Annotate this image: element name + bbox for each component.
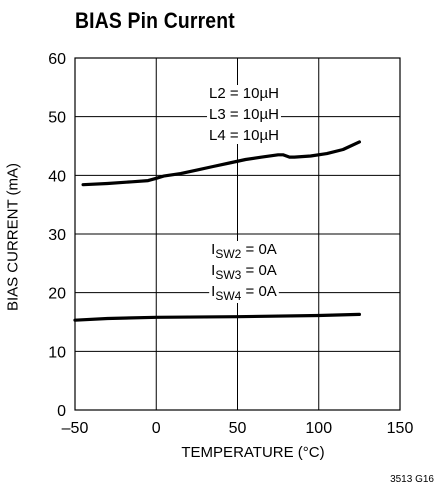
series-line-1 — [81, 140, 361, 187]
x-tick-label: 150 — [387, 420, 414, 437]
annotation-line: L4 = 10µH — [209, 127, 279, 144]
x-tick-label: 50 — [229, 420, 247, 437]
annotation-line: ISW4 = 0A — [211, 283, 277, 303]
y-tick-label: 30 — [48, 227, 66, 244]
annotation-block-1: L2 = 10µH L3 = 10µH L4 = 10µH — [207, 85, 281, 144]
y-tick-label: 40 — [48, 168, 66, 185]
x-axis-label: TEMPERATURE (°C) — [181, 444, 325, 461]
figure-id: 3513 G16 — [390, 474, 434, 485]
annotation-line: ISW3 = 0A — [211, 262, 277, 282]
x-tick-label: 100 — [305, 420, 332, 437]
y-tick-label: 20 — [48, 286, 66, 303]
series-line-2 — [73, 312, 361, 322]
y-tick-label: 10 — [48, 344, 66, 361]
y-tick-label: 0 — [57, 403, 66, 420]
y-tick-label: 50 — [48, 110, 66, 127]
y-tick-label: 60 — [48, 51, 66, 68]
x-tick-label: 0 — [152, 420, 161, 437]
x-tick-label: –50 — [62, 420, 89, 437]
annotation-line: L2 = 10µH — [209, 85, 279, 102]
chart-title: BIAS Pin Current — [75, 8, 235, 33]
series-group — [73, 140, 361, 322]
annotation-line: ISW2 = 0A — [211, 241, 277, 261]
annotations: L2 = 10µH L3 = 10µH L4 = 10µH ISW2 = 0AISW3… — [207, 85, 281, 303]
annotation-backing — [209, 241, 279, 303]
plot-frame — [74, 57, 401, 411]
annotation-line: L3 = 10µH — [209, 106, 279, 123]
annotation-backing — [207, 85, 281, 144]
